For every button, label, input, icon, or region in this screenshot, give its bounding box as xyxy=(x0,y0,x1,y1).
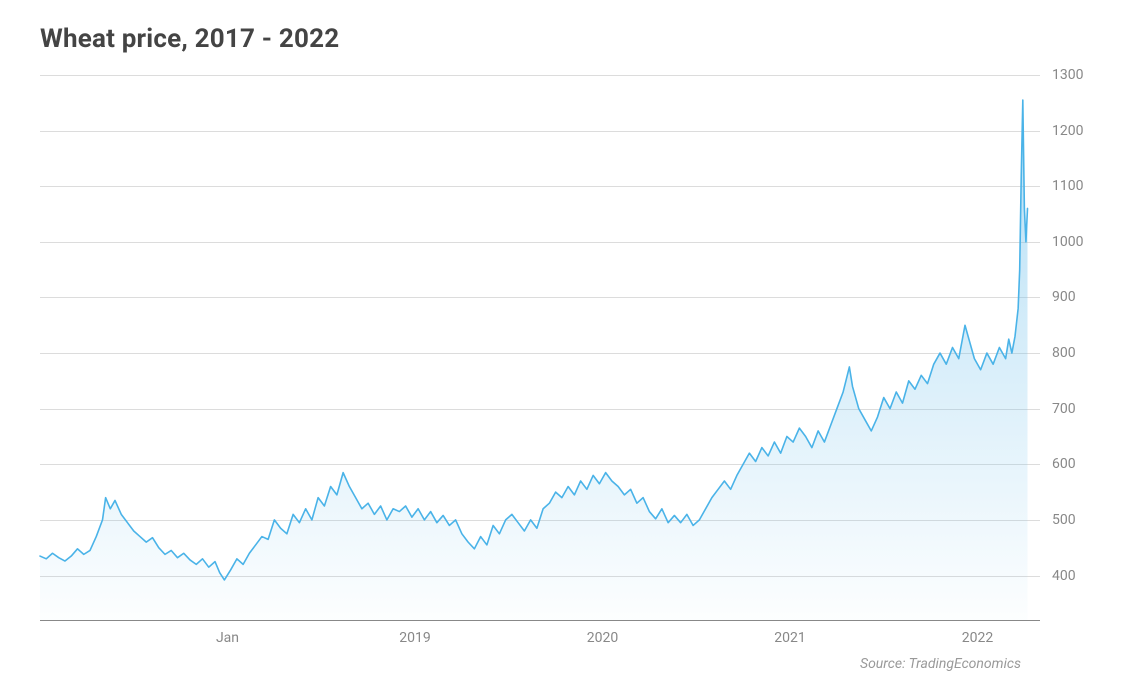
source-attribution: Source: TradingEconomics xyxy=(860,656,1021,672)
chart-container: Wheat price, 2017 - 2022 400500600700800… xyxy=(0,0,1140,694)
plot-area: 4005006007008009001000110012001300Jan201… xyxy=(40,75,1040,620)
y-tick-label: 600 xyxy=(1052,456,1076,472)
y-tick-label: 1000 xyxy=(1052,234,1083,250)
x-tick-label: Jan xyxy=(216,630,239,646)
x-tick-label: 2021 xyxy=(774,630,805,646)
x-tick-label: 2020 xyxy=(587,630,618,646)
price-series xyxy=(40,75,1040,620)
x-tick-label: 2022 xyxy=(962,630,993,646)
x-tick-label: 2019 xyxy=(399,630,430,646)
y-tick-label: 1100 xyxy=(1052,178,1083,194)
y-tick-label: 900 xyxy=(1052,289,1076,305)
series-area xyxy=(40,100,1028,620)
x-axis-line xyxy=(40,620,1040,621)
chart-title: Wheat price, 2017 - 2022 xyxy=(40,24,339,54)
y-tick-label: 500 xyxy=(1052,512,1076,528)
y-tick-label: 700 xyxy=(1052,401,1076,417)
y-tick-label: 400 xyxy=(1052,568,1076,584)
y-tick-label: 800 xyxy=(1052,345,1076,361)
y-tick-label: 1300 xyxy=(1052,67,1083,83)
y-tick-label: 1200 xyxy=(1052,123,1083,139)
